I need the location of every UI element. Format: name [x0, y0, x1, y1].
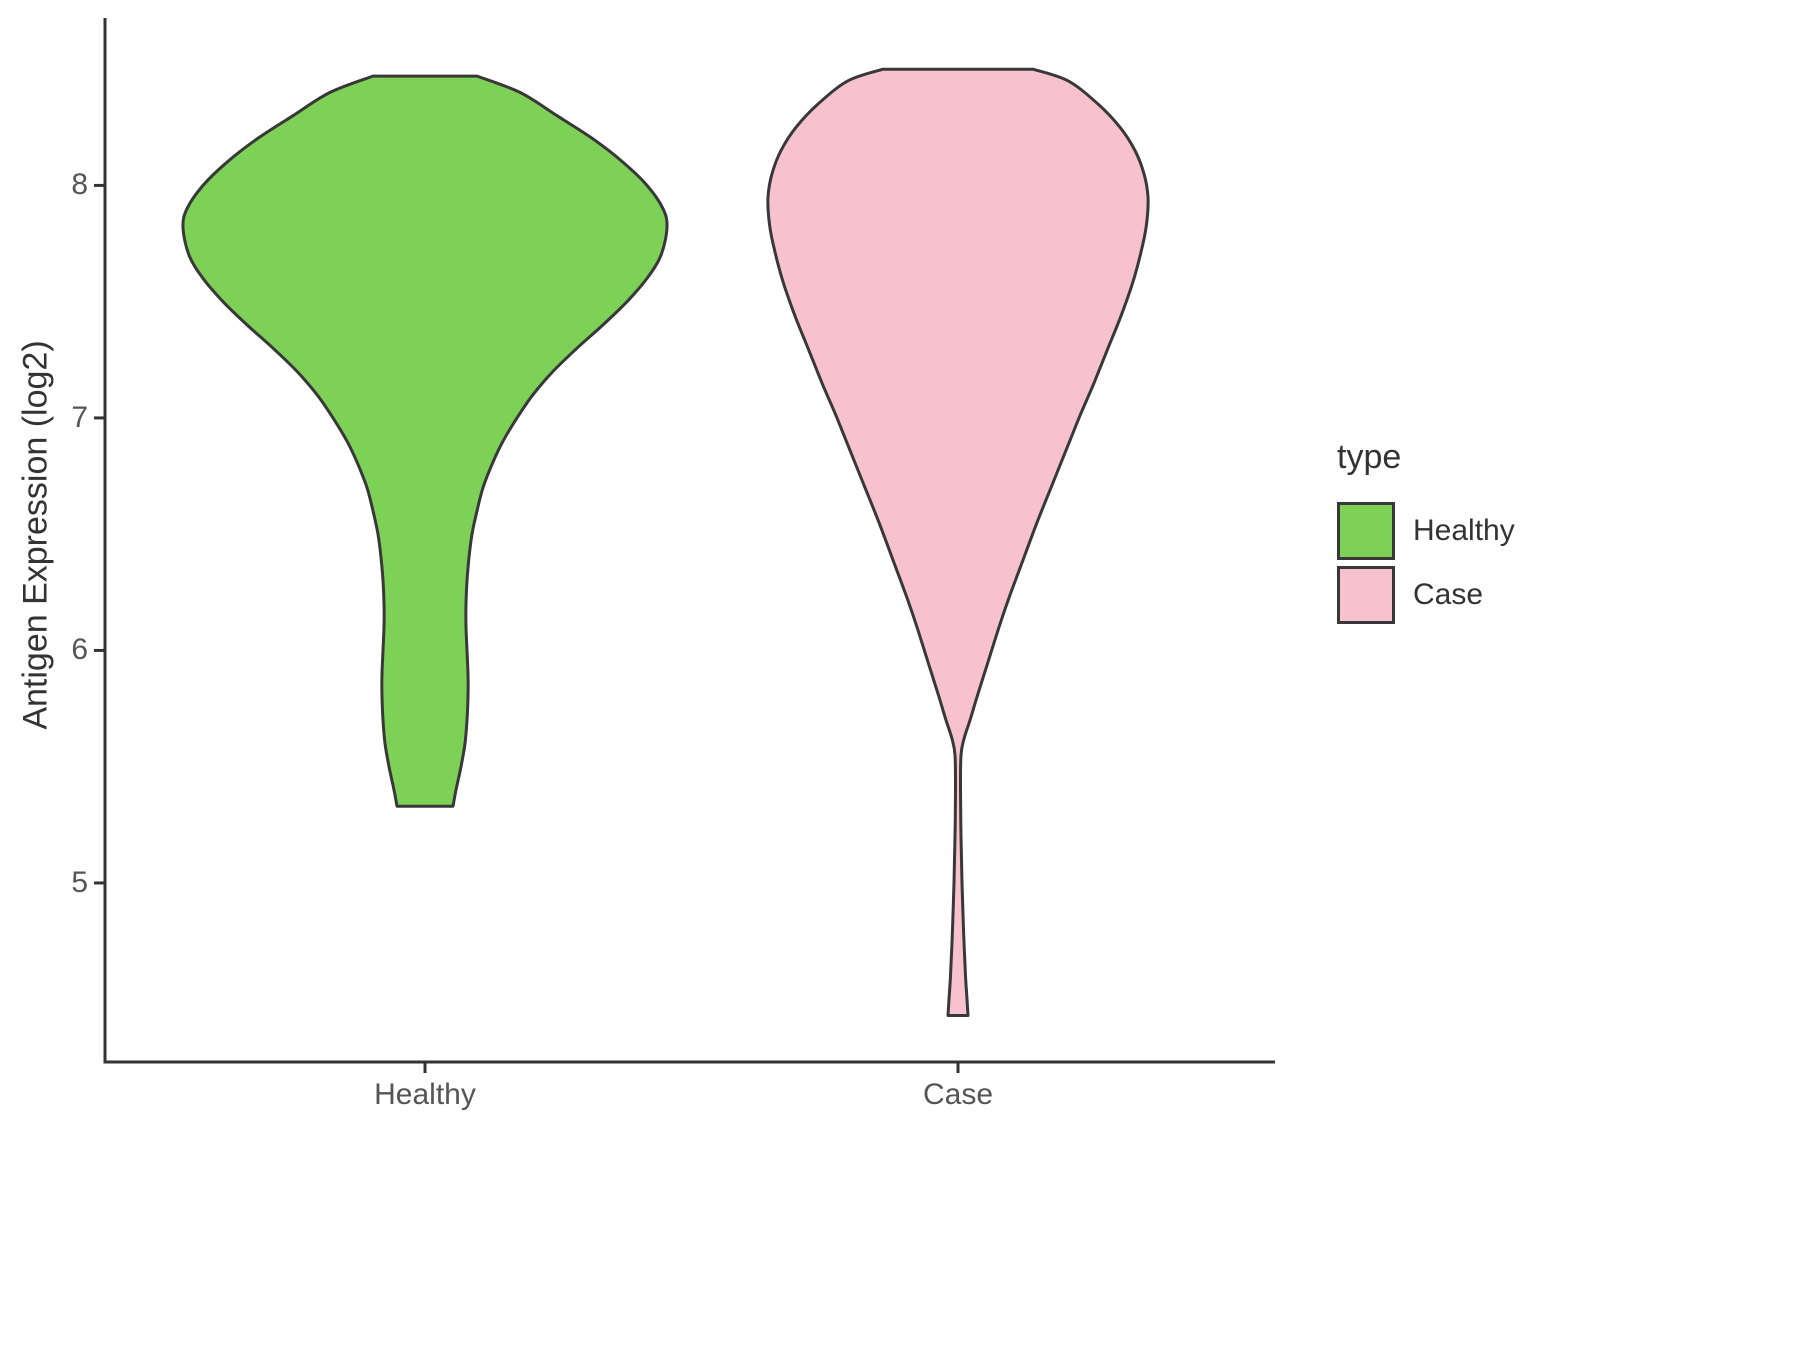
legend-item-healthy: Healthy — [1337, 499, 1515, 563]
legend-label-healthy: Healthy — [1413, 514, 1515, 547]
x-tick-label-healthy: Healthy — [374, 1078, 476, 1111]
y-tick-label: 7 — [71, 400, 88, 434]
y-tick-label: 5 — [71, 865, 88, 899]
legend-item-case: Case — [1337, 563, 1515, 627]
x-tick-label-case: Case — [922, 1078, 994, 1111]
y-tick-label: 8 — [71, 168, 88, 202]
violin-case — [766, 67, 1150, 1017]
violin-healthy — [181, 74, 669, 808]
violins-group — [181, 67, 1150, 1017]
y-tick-label: 6 — [71, 633, 88, 667]
legend-title: type — [1337, 438, 1402, 476]
axes-group — [94, 18, 1275, 1073]
legend-label-case: Case — [1413, 578, 1484, 611]
y-axis-title: Antigen Expression (log2) — [16, 340, 55, 730]
legend: type Healthy Case — [1337, 438, 1515, 627]
legend-swatch-case — [1337, 566, 1395, 624]
legend-swatch-healthy — [1337, 502, 1395, 560]
